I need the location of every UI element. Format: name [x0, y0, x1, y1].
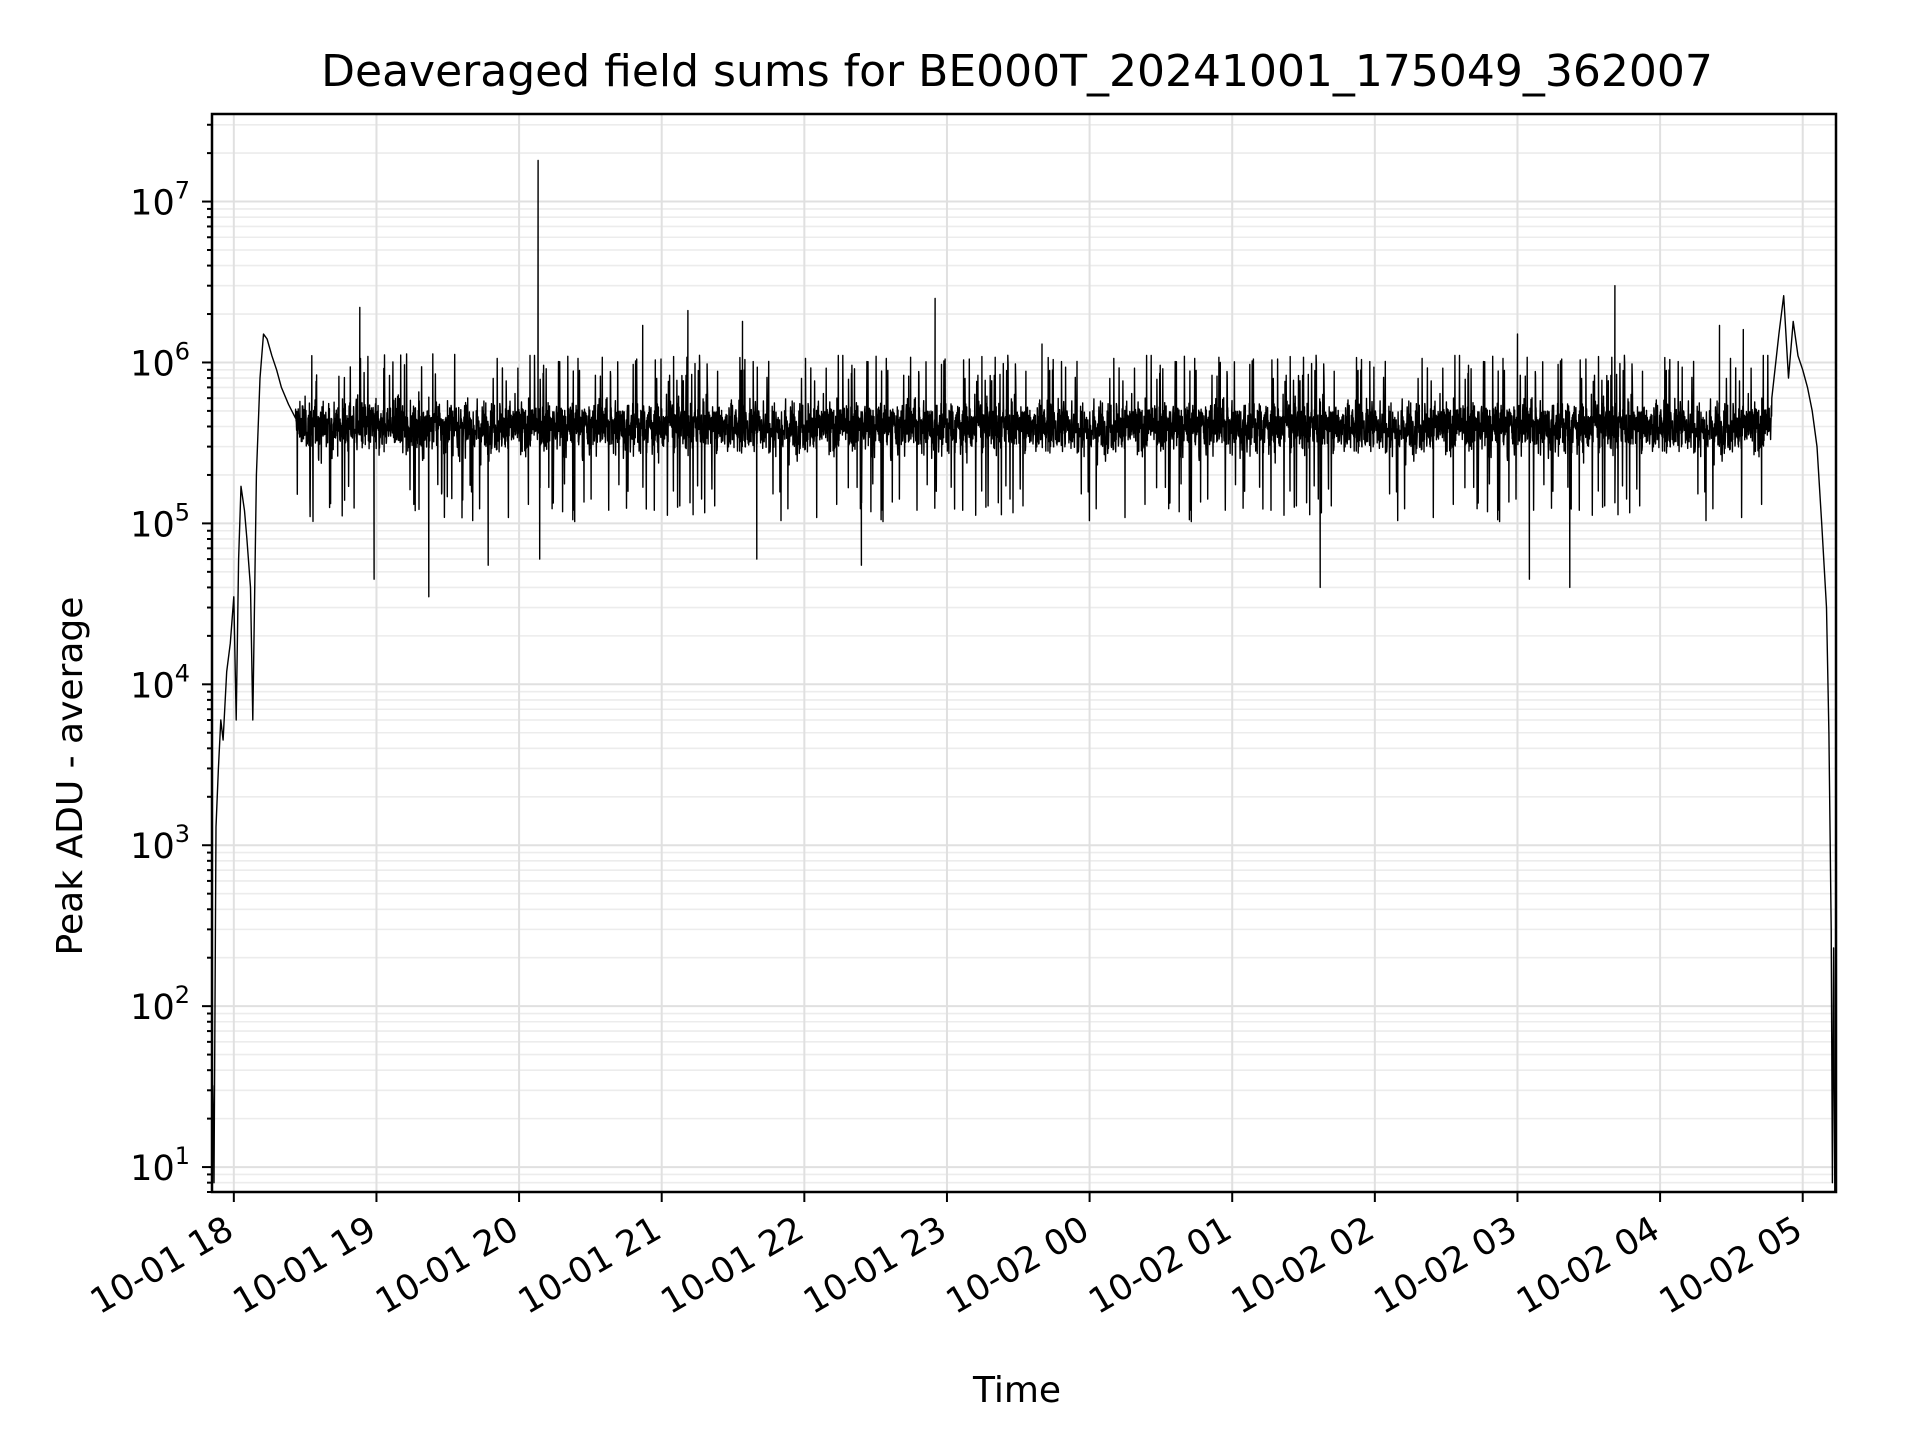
y-tick-label: 102	[130, 981, 190, 1028]
x-tick-label: 10-02 00	[940, 1209, 1096, 1322]
y-axis: 101 102 103 104 105 106 107	[130, 123, 212, 1193]
y-tick-label: 105	[130, 498, 190, 545]
x-tick-label: 10-02 05	[1653, 1209, 1809, 1322]
y-tick-label: 104	[130, 659, 190, 706]
x-tick-label: 10-01 21	[512, 1209, 668, 1322]
x-tick-label: 10-01 22	[655, 1209, 811, 1322]
x-tick-label: 10-01 19	[227, 1209, 383, 1322]
grid	[212, 114, 1836, 1193]
plot-frame	[210, 112, 1838, 1194]
y-tick-label: 103	[130, 820, 190, 867]
x-axis-label: Time	[972, 1370, 1061, 1411]
x-tick-label: 10-01 20	[369, 1209, 525, 1322]
y-tick-label: 106	[130, 337, 190, 384]
x-tick-label: 10-02 02	[1225, 1209, 1381, 1322]
x-tick-label: 10-02 01	[1082, 1209, 1238, 1322]
x-tick-label: 10-02 04	[1510, 1209, 1666, 1322]
chart-title: Deaveraged field sums for BE000T_2024100…	[321, 46, 1713, 97]
y-tick-label: 101	[130, 1142, 190, 1189]
x-tick-label: 10-01 23	[797, 1209, 953, 1322]
series-layer	[211, 159, 1837, 1193]
y-tick-label: 107	[130, 177, 190, 224]
y-axis-label: Peak ADU - average	[50, 597, 91, 956]
x-tick-label: 10-01 18	[84, 1209, 240, 1322]
x-tick-label: 10-02 03	[1368, 1209, 1524, 1322]
series-line	[211, 159, 1837, 1193]
